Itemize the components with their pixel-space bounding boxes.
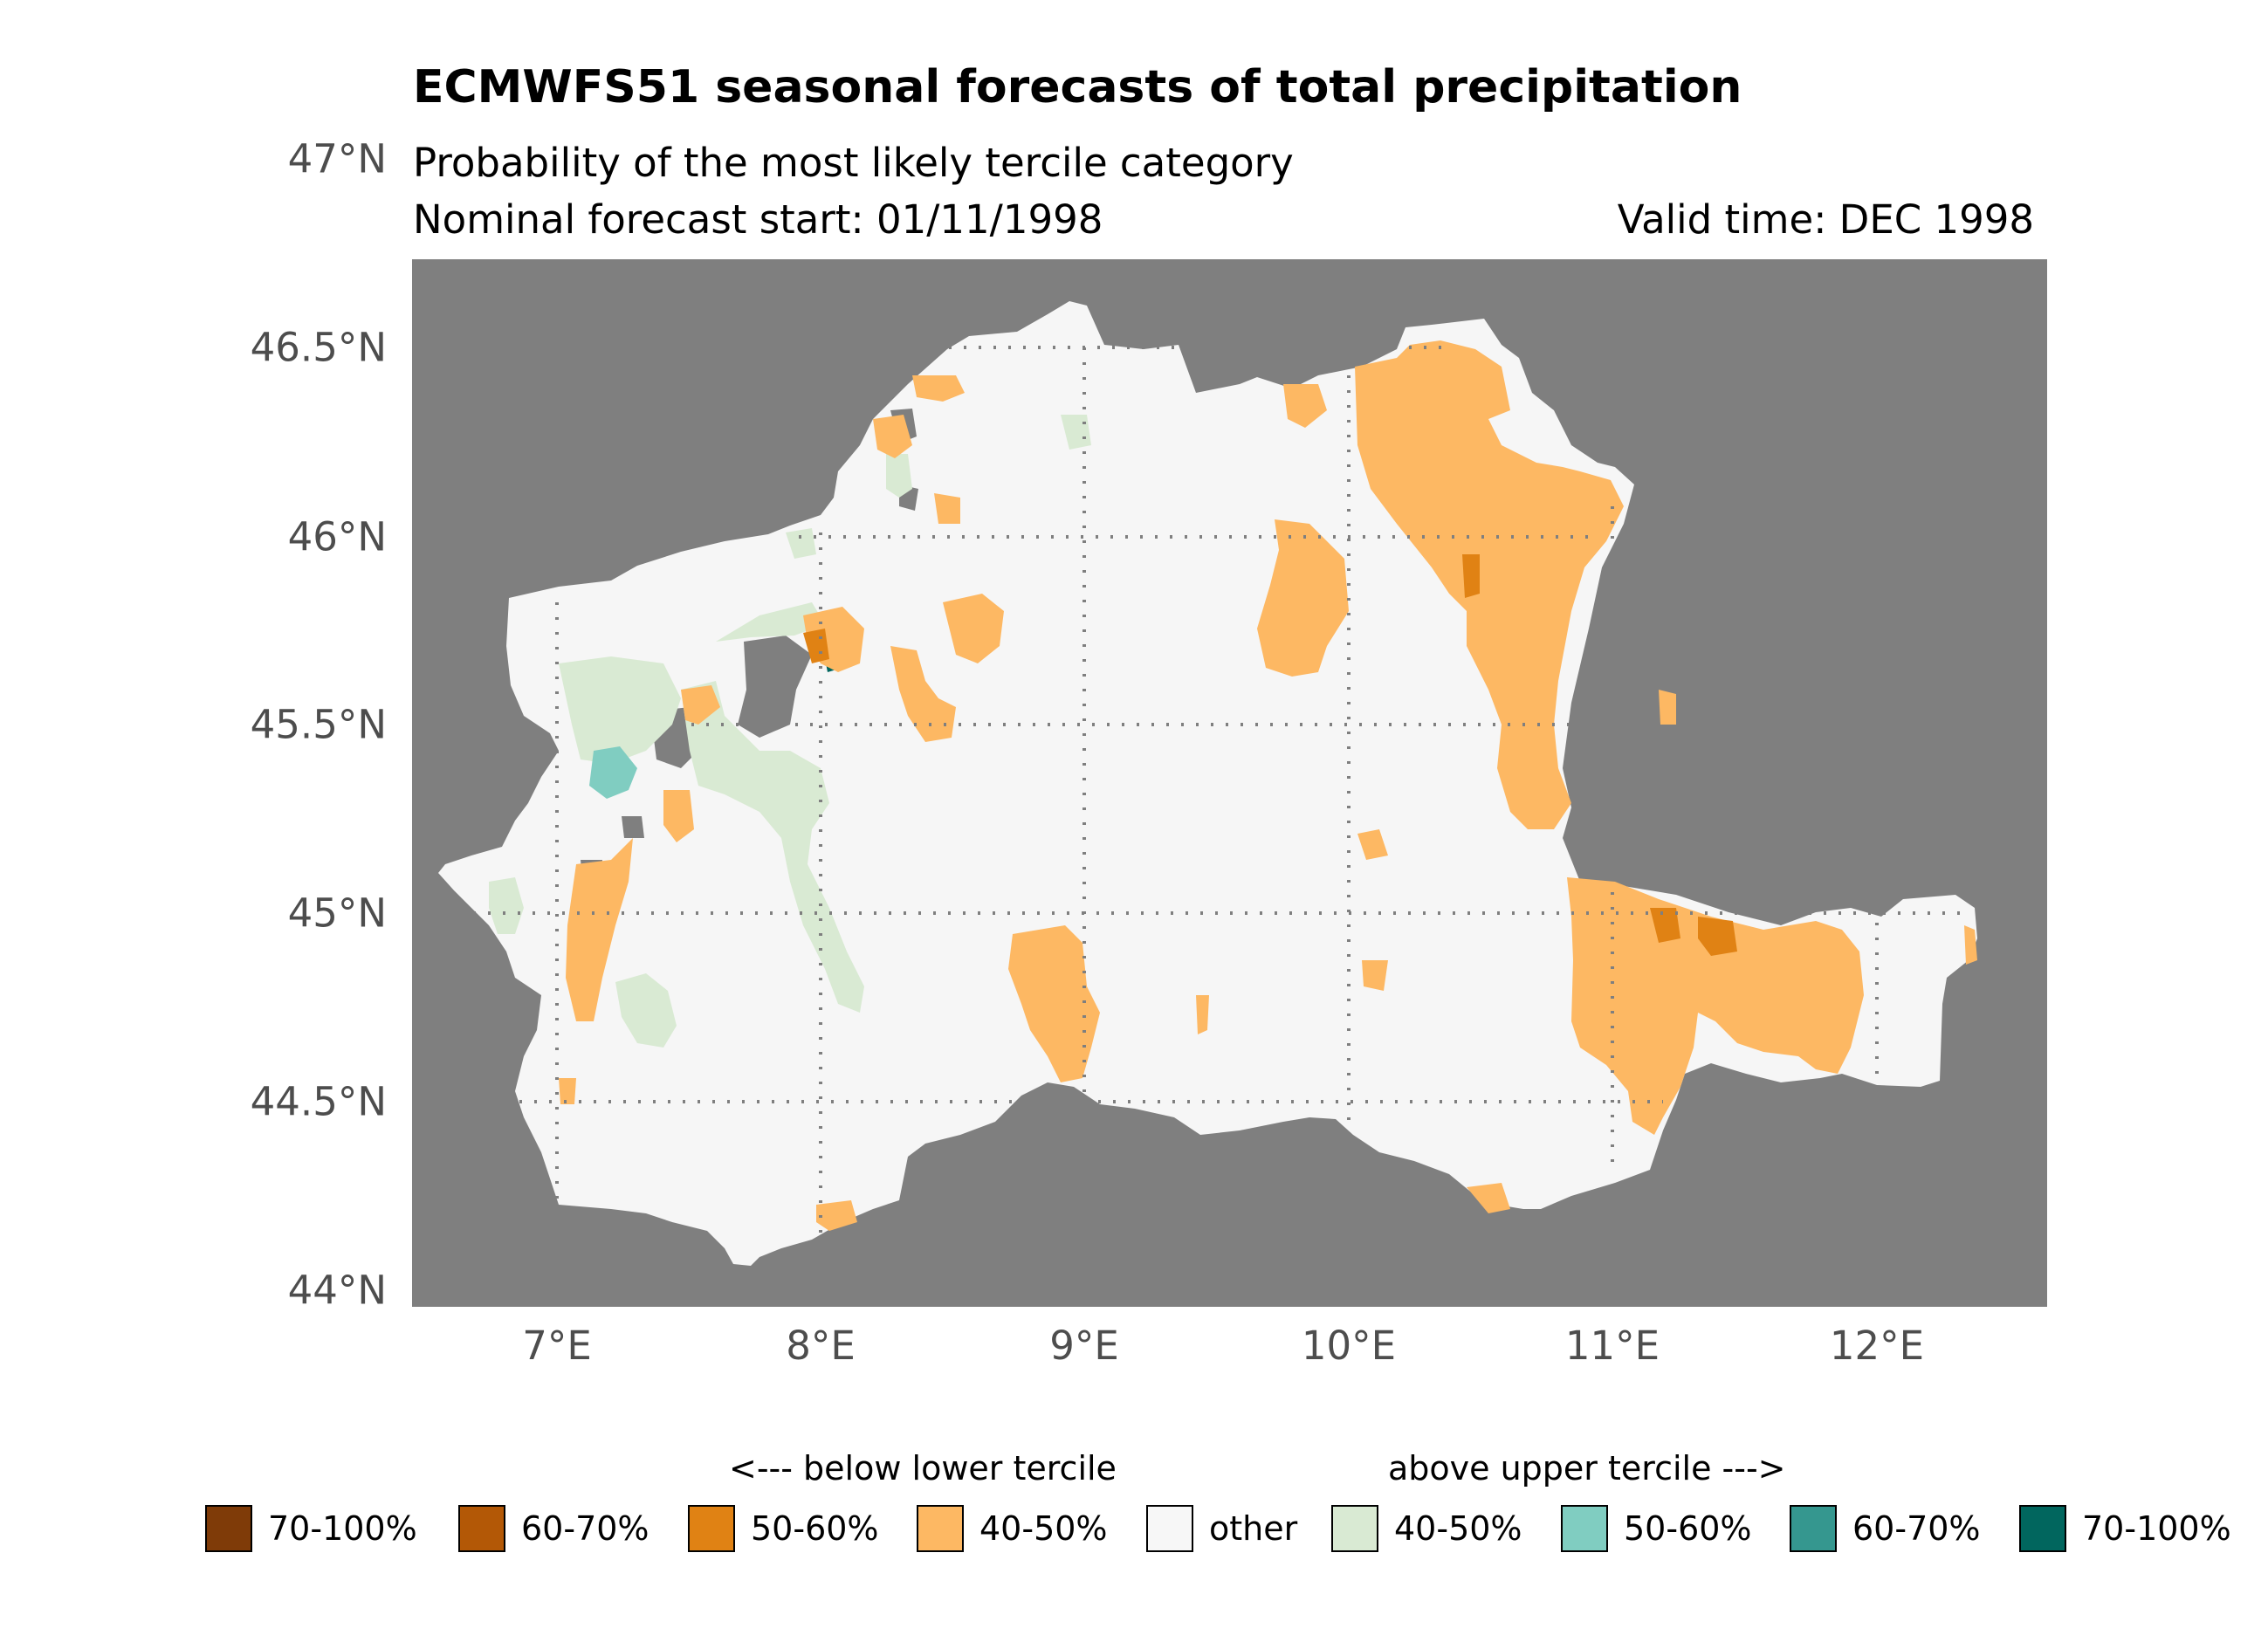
green-area xyxy=(615,973,677,1048)
orange-area xyxy=(1196,995,1209,1034)
legend-item: 50-60% xyxy=(688,1504,879,1553)
legend-label: 40-50% xyxy=(979,1509,1108,1548)
orange-area xyxy=(1964,925,1977,965)
orange-area xyxy=(566,838,633,1021)
legend-swatch xyxy=(917,1505,964,1552)
legend-item: 40-50% xyxy=(917,1504,1108,1553)
legend-swatch xyxy=(2019,1505,2066,1552)
orange-area xyxy=(934,493,960,524)
green-area xyxy=(489,877,524,934)
y-tick-45: 45°N xyxy=(287,890,387,937)
legend-label: 60-70% xyxy=(521,1509,649,1548)
legend-item: 70-100% xyxy=(205,1504,417,1553)
legend-label: 50-60% xyxy=(751,1509,879,1548)
legend-item: other xyxy=(1146,1504,1297,1553)
darkorange-area xyxy=(1462,554,1480,598)
x-tick-12e: 12°E xyxy=(1829,1323,1925,1369)
orange-area xyxy=(1362,960,1388,991)
green-area xyxy=(559,656,681,764)
x-tick-9e: 9°E xyxy=(1049,1323,1119,1369)
legend-above-heading: above upper tercile ---> xyxy=(1388,1449,1786,1488)
legend-below-heading: <--- below lower tercile xyxy=(729,1449,1117,1488)
darkorange-area xyxy=(1698,917,1737,956)
legend-label: 50-60% xyxy=(1624,1509,1752,1548)
map-title: ECMWFS51 seasonal forecasts of total pre… xyxy=(413,61,1742,113)
darkorange-area xyxy=(803,629,829,663)
orange-area xyxy=(559,1078,576,1104)
green-area xyxy=(886,454,912,498)
orange-area xyxy=(890,646,956,742)
legend-swatch xyxy=(1790,1505,1837,1552)
graticule xyxy=(458,346,1969,1257)
legend-label: 70-100% xyxy=(2082,1509,2231,1548)
valid-time-label: Valid time: DEC 1998 xyxy=(1617,196,2034,243)
orange-area xyxy=(681,685,720,725)
y-tick-44: 44°N xyxy=(287,1267,387,1314)
legend-label: 40-50% xyxy=(1394,1509,1522,1548)
y-tick-46: 46°N xyxy=(287,513,387,560)
legend-swatch xyxy=(1331,1505,1378,1552)
orange-area xyxy=(1357,829,1388,860)
y-tick-47: 47°N xyxy=(287,135,387,182)
legend-item: 60-70% xyxy=(458,1504,649,1553)
orange-area xyxy=(1355,340,1624,829)
orange-area xyxy=(663,790,694,842)
forecast-start-label: Nominal forecast start: 01/11/1998 xyxy=(413,196,1103,243)
x-tick-8e: 8°E xyxy=(786,1323,856,1369)
orange-area xyxy=(1467,1183,1510,1213)
orange-area xyxy=(873,415,912,458)
legend-swatch xyxy=(458,1505,505,1552)
x-tick-7e: 7°E xyxy=(522,1323,592,1369)
legend-swatch xyxy=(205,1505,252,1552)
x-tick-10e: 10°E xyxy=(1301,1323,1397,1369)
orange-area xyxy=(1008,925,1100,1082)
orange-area xyxy=(1567,877,1864,1135)
orange-area xyxy=(1257,519,1349,677)
map-subtitle: Probability of the most likely tercile c… xyxy=(413,140,1294,186)
darkorange-area xyxy=(1650,908,1680,943)
orange-area xyxy=(1659,690,1676,725)
legend-item: 40-50% xyxy=(1331,1504,1522,1553)
nodata-patch xyxy=(738,636,812,738)
green-area xyxy=(786,528,816,559)
orange-area xyxy=(816,1200,857,1231)
orange-area xyxy=(943,594,1004,663)
green-area xyxy=(716,602,825,642)
legend-swatch xyxy=(1561,1505,1608,1552)
green-area xyxy=(681,681,864,1013)
legend-item: 70-100% xyxy=(2019,1504,2231,1553)
legend-item: 50-60% xyxy=(1561,1504,1752,1553)
y-tick-44-5: 44.5°N xyxy=(250,1078,387,1125)
legend-swatch xyxy=(1146,1505,1193,1552)
legend-label: other xyxy=(1209,1509,1298,1548)
legend-label: 70-100% xyxy=(268,1509,417,1548)
teal-area xyxy=(589,746,637,799)
legend-item: 60-70% xyxy=(1790,1504,1981,1553)
legend-label: 60-70% xyxy=(1852,1509,1981,1548)
y-tick-45-5: 45.5°N xyxy=(250,701,387,748)
y-tick-46-5: 46.5°N xyxy=(250,324,387,371)
x-tick-11e: 11°E xyxy=(1564,1323,1660,1369)
nodata-patch xyxy=(622,816,644,838)
legend-swatch xyxy=(688,1505,735,1552)
orange-area xyxy=(1283,384,1327,428)
orange-area xyxy=(912,375,965,402)
